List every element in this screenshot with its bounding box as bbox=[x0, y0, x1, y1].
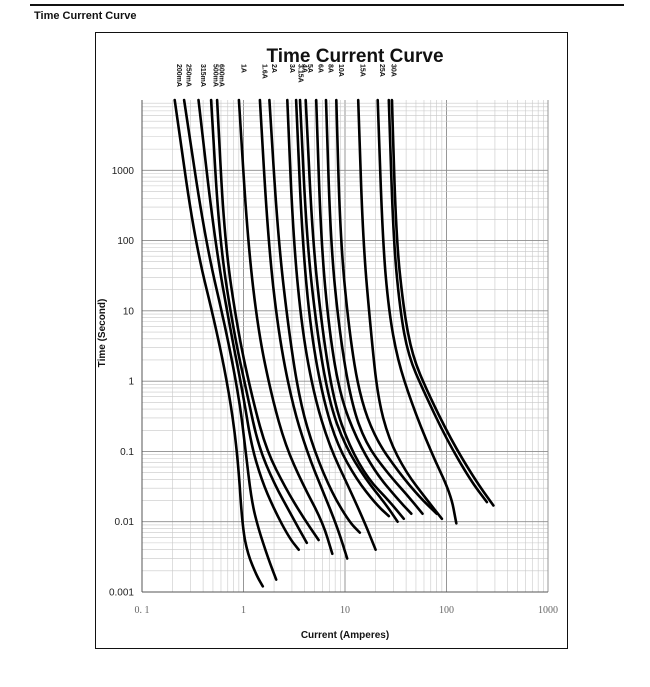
curve-8a bbox=[324, 98, 424, 515]
curve-label: 500mA bbox=[212, 64, 219, 87]
curve-label: 4A bbox=[301, 64, 308, 73]
curve-2a bbox=[268, 98, 362, 534]
curve-1-6a bbox=[258, 98, 349, 560]
curve-4a bbox=[298, 98, 399, 523]
curve-6a bbox=[314, 98, 413, 515]
x-tick-label: 100 bbox=[439, 605, 454, 616]
x-tick-label: 10 bbox=[340, 605, 350, 616]
y-tick-label: 10 bbox=[123, 306, 135, 317]
y-axis-label: Time (Second) bbox=[97, 299, 108, 368]
x-tick-label: 0. 1 bbox=[135, 605, 150, 616]
curve-250ma bbox=[182, 98, 278, 581]
curve-200ma bbox=[173, 98, 265, 588]
page-header: Time Current Curve bbox=[34, 10, 137, 22]
chart-grid bbox=[141, 100, 549, 593]
curve-label: 30A bbox=[389, 64, 396, 77]
curve-600ma bbox=[215, 98, 320, 542]
curve-label: 250mA bbox=[185, 64, 192, 87]
curve-500ma bbox=[209, 98, 309, 545]
y-tick-label: 0.1 bbox=[120, 447, 134, 458]
curve-25a bbox=[376, 98, 458, 525]
curve-label: 6A bbox=[317, 64, 324, 73]
curve-label: 5A bbox=[306, 64, 313, 73]
curve-label: 15A bbox=[359, 64, 366, 77]
x-tick-labels: 0. 1 1 10 100 1000 bbox=[135, 605, 559, 616]
x-tick-label: 1000 bbox=[538, 605, 558, 616]
curves bbox=[173, 98, 495, 588]
x-tick-label: 1 bbox=[241, 605, 246, 616]
curve-label: 315mA bbox=[199, 64, 206, 87]
curve-30a bbox=[387, 98, 489, 504]
curve-label: 25A bbox=[378, 64, 385, 77]
curve-1a bbox=[237, 98, 334, 556]
curve-10a bbox=[335, 98, 438, 515]
y-tick-label: 100 bbox=[117, 236, 134, 247]
y-tick-label: 1000 bbox=[112, 166, 135, 177]
curve-label: 600mA bbox=[218, 64, 225, 87]
curve-label: 2A bbox=[270, 64, 277, 73]
curve-30a_b bbox=[390, 98, 495, 507]
curve-15a bbox=[356, 98, 444, 521]
curve-3a bbox=[286, 98, 377, 551]
header-rule bbox=[30, 4, 624, 6]
y-tick-label: 0.001 bbox=[109, 588, 134, 599]
curve-label: 200mA bbox=[175, 64, 182, 87]
chart-frame bbox=[95, 32, 568, 649]
y-tick-label: 1 bbox=[128, 377, 134, 388]
y-tick-labels: 0.001 0.01 0.1 1 10 100 1000 bbox=[109, 166, 134, 599]
curve-3-15a bbox=[294, 98, 391, 518]
curve-label: 10A bbox=[337, 64, 344, 77]
curve-labels: 200mA 250mA 315mA 500mA 600mA 1A 1.6A 2A 3A 3.15A… bbox=[175, 64, 396, 87]
curve-label: 3A bbox=[288, 64, 295, 73]
curve-315ma bbox=[197, 98, 300, 551]
curve-label: 3.15A bbox=[297, 64, 304, 83]
curve-label: 8A bbox=[327, 64, 334, 73]
curve-label: 1A bbox=[239, 64, 246, 73]
chart-title: Time Current Curve bbox=[266, 46, 443, 67]
x-axis-label: Current (Amperes) bbox=[301, 630, 389, 641]
plot-border bbox=[141, 100, 548, 593]
y-tick-label: 0.01 bbox=[115, 517, 135, 528]
curve-label: 1.6A bbox=[260, 64, 267, 79]
curve-5a bbox=[304, 98, 406, 521]
